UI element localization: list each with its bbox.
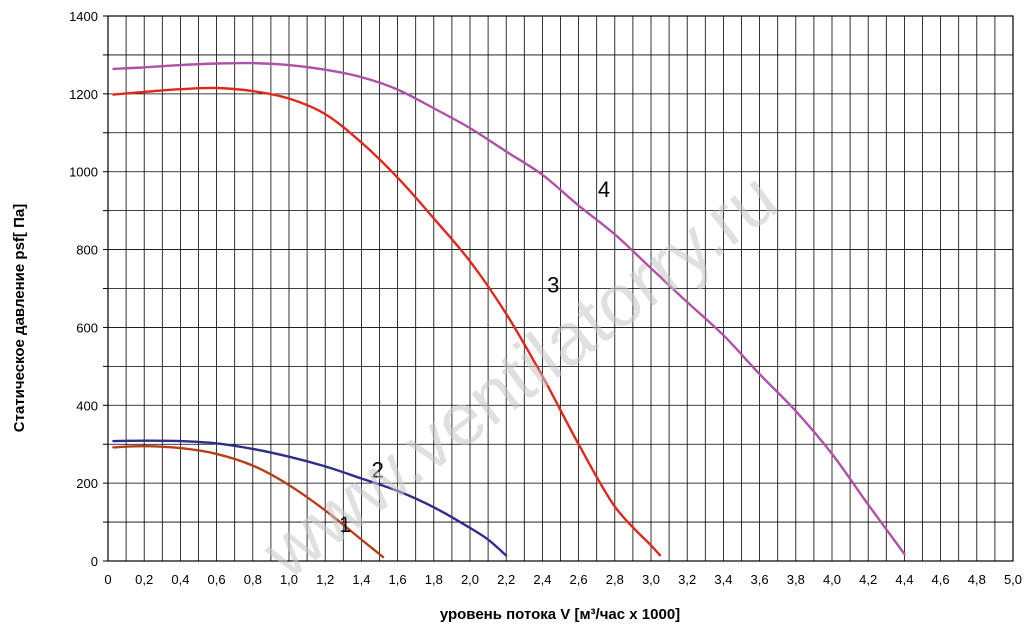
y-tick-labels: 0 200 400 600 800 1000 1200 1400 (69, 9, 98, 569)
series-line-3 (112, 86, 662, 557)
y-tick-label: 1400 (69, 9, 98, 24)
x-tick-label: 4,8 (968, 572, 986, 587)
y-tick-label: 800 (76, 243, 98, 258)
y-tick-label: 600 (76, 320, 98, 335)
series-lines (112, 61, 906, 559)
x-tick-label: 3,4 (714, 572, 732, 587)
x-tick-label: 4,6 (932, 572, 950, 587)
x-tick-label: 0,6 (208, 572, 226, 587)
x-tick-label: 4,2 (859, 572, 877, 587)
y-tick-label: 0 (91, 554, 98, 569)
x-tick-label: 3,8 (787, 572, 805, 587)
y-tick-label: 200 (76, 476, 98, 491)
x-tick-label: 0,8 (244, 572, 262, 587)
x-tick-label: 3,2 (678, 572, 696, 587)
x-tick-label: 4,0 (823, 572, 841, 587)
x-tick-label: 4,4 (895, 572, 913, 587)
series-label-4: 4 (598, 177, 610, 202)
x-tick-label: 2,6 (570, 572, 588, 587)
x-tick-label: 1,8 (425, 572, 443, 587)
x-tick-label: 0,4 (171, 572, 189, 587)
y-tick-label: 400 (76, 398, 98, 413)
x-tick-label: 2,0 (461, 572, 479, 587)
plot-frame (103, 15, 1014, 562)
series-label-2: 2 (372, 457, 384, 482)
series-line-4 (112, 61, 906, 556)
series-line-2 (112, 439, 508, 557)
watermark-text: www.ventilatorry.ru (246, 155, 792, 595)
x-axis-title: уровень потока V [м³/час x 1000] (440, 606, 680, 623)
series-labels: 1 2 3 4 (339, 177, 610, 537)
x-tick-label: 2,2 (497, 572, 515, 587)
x-tick-label: 1,2 (316, 572, 334, 587)
y-tick-label: 1000 (69, 165, 98, 180)
x-tick-labels: 0 0,2 0,4 0,6 0,8 1,0 1,2 1,4 1,6 1,8 2,0 2,2 2,4 2,6… (104, 572, 1022, 587)
grid (107, 15, 1014, 562)
x-tick-label: 0,2 (135, 572, 153, 587)
x-tick-label: 2,8 (606, 572, 624, 587)
series-label-1: 1 (339, 512, 351, 537)
x-tick-label: 3,6 (751, 572, 769, 587)
x-tick-label: 0 (104, 572, 111, 587)
x-tick-label: 2,4 (533, 572, 551, 587)
y-axis-title: Статическое давление psf[ Па] (11, 204, 28, 432)
y-tick-label: 1200 (69, 87, 98, 102)
series-line-1 (112, 444, 385, 559)
x-tick-label: 3,0 (642, 572, 660, 587)
x-tick-label: 1,6 (389, 572, 407, 587)
series-label-3: 3 (547, 272, 559, 297)
x-tick-label: 5,0 (1004, 572, 1022, 587)
x-tick-label: 1,0 (280, 572, 298, 587)
x-tick-label: 1,4 (352, 572, 370, 587)
